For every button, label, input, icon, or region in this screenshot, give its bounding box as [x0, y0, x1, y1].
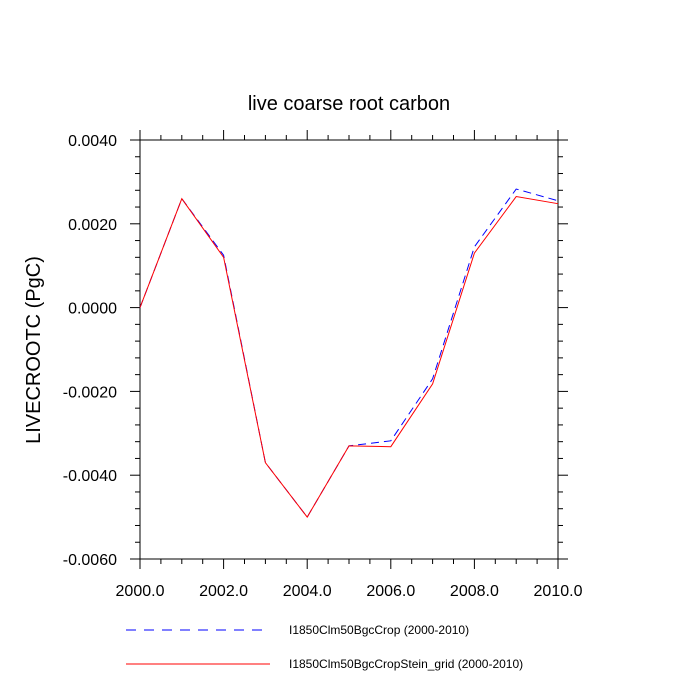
- x-tick-label: 2004.0: [283, 583, 332, 600]
- x-tick-label: 2002.0: [199, 583, 248, 600]
- chart-title: live coarse root carbon: [248, 93, 450, 115]
- series-line-1: [139, 188, 559, 518]
- y-axis-label: LIVECROOTC (PgC): [23, 256, 45, 444]
- series-lines: [139, 188, 559, 518]
- legend-label: I1850Clm50BgcCropStein_grid (2000-2010): [289, 657, 523, 671]
- y-tick-label: -0.0040: [63, 468, 117, 485]
- x-tick-label: 2008.0: [450, 583, 499, 600]
- y-tick-labels: 0.0040 0.0020 0.0000 -0.0020 -0.0040 -0.0060: [63, 133, 117, 569]
- axis-ticks: [130, 130, 568, 569]
- y-tick-label: 0.0020: [68, 217, 117, 234]
- y-tick-label: -0.0020: [63, 384, 117, 401]
- plot-frame: [139, 139, 559, 560]
- x-tick-labels: 2000.0 2002.0 2004.0 2006.0 2008.0 2010.0: [116, 583, 583, 600]
- y-tick-label: 0.0000: [68, 301, 117, 318]
- series-line-2: [139, 196, 559, 518]
- legend: I1850Clm50BgcCrop (2000-2010) I1850Clm50B…: [126, 623, 523, 671]
- y-tick-label: 0.0040: [68, 133, 117, 150]
- legend-label: I1850Clm50BgcCrop (2000-2010): [289, 623, 469, 637]
- y-tick-label: -0.0060: [63, 552, 117, 569]
- x-tick-label: 2000.0: [116, 583, 165, 600]
- x-tick-label: 2006.0: [366, 583, 415, 600]
- x-tick-label: 2010.0: [534, 583, 583, 600]
